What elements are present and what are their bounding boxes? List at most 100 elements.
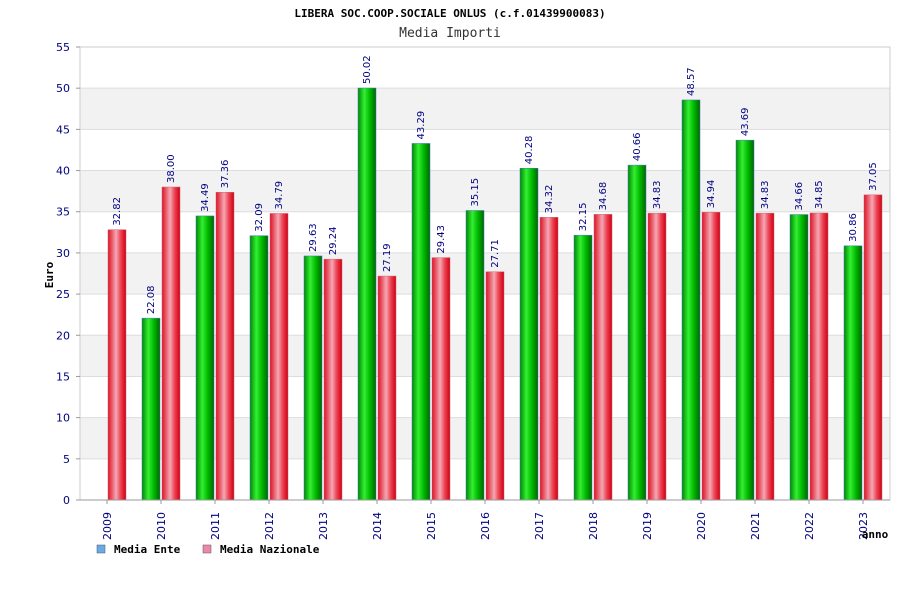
x-tick-label: 2014	[371, 512, 384, 540]
value-label: 37.05	[868, 162, 879, 191]
value-label: 34.68	[598, 182, 609, 211]
x-tick-label: 2018	[587, 512, 600, 540]
x-tick-label: 2021	[749, 512, 762, 540]
bar-media-nazionale-2013	[323, 258, 343, 501]
chart-title: LIBERA SOC.COOP.SOCIALE ONLUS (c.f.01439…	[294, 7, 605, 20]
grid-band	[80, 335, 890, 377]
x-tick-label: 2020	[695, 512, 708, 540]
value-label: 34.83	[760, 180, 771, 209]
bar-media-ente-2022	[789, 214, 809, 501]
grid-band	[80, 88, 890, 130]
legend-label: Media Ente	[114, 543, 181, 556]
bar-media-ente-2012	[249, 235, 269, 501]
grid-band	[80, 170, 890, 212]
bar-media-ente-2013	[303, 255, 323, 501]
chart-subtitle: Media Importi	[399, 26, 501, 41]
legend-item-media-ente: Media Ente	[96, 543, 181, 556]
value-label: 34.32	[544, 185, 555, 214]
value-label: 34.83	[652, 180, 663, 209]
legend-swatch	[202, 544, 212, 554]
bar-media-ente-2019	[627, 164, 647, 501]
value-label: 29.63	[308, 223, 319, 252]
bar-media-nazionale-2011	[215, 192, 235, 501]
bar-media-nazionale-2012	[269, 213, 289, 501]
y-tick-label: 25	[56, 288, 70, 301]
x-tick-label: 2016	[479, 512, 492, 540]
value-label: 27.19	[382, 243, 393, 272]
value-label: 27.71	[490, 239, 501, 268]
y-tick-label: 10	[56, 412, 70, 425]
value-label: 32.09	[254, 203, 265, 232]
x-tick-label: 2022	[803, 512, 816, 540]
bar-media-nazionale-2016	[485, 271, 505, 501]
bar-media-nazionale-2018	[593, 214, 613, 501]
legend-swatch	[96, 544, 106, 554]
value-label: 43.69	[740, 108, 751, 137]
bar-media-ente-2020	[681, 99, 701, 501]
y-tick-label: 30	[56, 247, 70, 260]
x-tick-label: 2009	[101, 512, 114, 540]
y-tick-label: 20	[56, 329, 70, 342]
plot-background	[80, 47, 890, 500]
y-tick-label: 40	[56, 165, 70, 178]
bar-media-ente-2014	[357, 87, 377, 501]
bar-media-ente-2021	[735, 139, 755, 501]
bar-media-ente-2010	[141, 317, 161, 501]
value-label: 22.08	[146, 286, 157, 315]
value-label: 43.29	[416, 111, 427, 140]
value-label: 35.15	[470, 178, 481, 207]
x-tick-label: 2019	[641, 512, 654, 540]
value-label: 48.57	[686, 67, 697, 96]
value-label: 29.24	[328, 227, 339, 256]
bar-media-ente-2011	[195, 215, 215, 501]
bar-media-nazionale-2020	[701, 211, 721, 501]
value-label: 32.82	[112, 197, 123, 226]
legend-item-media-nazionale: Media Nazionale	[202, 543, 320, 556]
y-axis-label: Euro	[43, 261, 56, 288]
x-tick-label: 2015	[425, 512, 438, 540]
x-axis: 2009 2010 2011 2012 2013 2014 2015 2016 2017 2018…	[101, 500, 870, 540]
y-tick-label: 5	[63, 453, 70, 466]
value-label: 40.66	[632, 132, 643, 161]
y-tick-label: 0	[63, 494, 70, 507]
legend: Media Ente Media Nazionale	[96, 543, 320, 556]
value-label: 38.00	[166, 154, 177, 183]
value-label: 37.36	[220, 160, 231, 189]
bars	[107, 87, 883, 501]
grid-band	[80, 252, 890, 295]
bar-media-nazionale-2015	[431, 257, 451, 501]
bar-media-nazionale-2010	[161, 186, 181, 501]
value-label: 40.28	[524, 136, 535, 165]
value-label: 30.86	[848, 213, 859, 242]
legend-label: Media Nazionale	[220, 543, 320, 556]
x-axis-label: anno	[862, 528, 889, 541]
bar-media-nazionale-2014	[377, 275, 397, 501]
bar-media-ente-2015	[411, 143, 431, 501]
x-tick-label: 2012	[263, 512, 276, 540]
x-tick-label: 2017	[533, 512, 546, 540]
bar-media-nazionale-2022	[809, 212, 829, 501]
value-label: 29.43	[436, 225, 447, 254]
x-tick-label: 2010	[155, 512, 168, 540]
y-tick-label: 50	[56, 82, 70, 95]
y-tick-label: 45	[56, 123, 70, 136]
bar-media-ente-2017	[519, 167, 539, 501]
bar-media-ente-2018	[573, 234, 593, 501]
value-label: 34.85	[814, 180, 825, 209]
bar-media-ente-2016	[465, 210, 485, 501]
value-label: 34.49	[200, 183, 211, 212]
bar-media-nazionale-2023	[863, 194, 883, 501]
bar-media-nazionale-2009	[107, 229, 127, 501]
bar-media-nazionale-2021	[755, 212, 775, 501]
value-label: 34.79	[274, 181, 285, 210]
y-axis: 0 5 10 15 20 25 30 35 40 45 50 55	[56, 41, 80, 507]
x-tick-label: 2013	[317, 512, 330, 540]
grid-band	[80, 417, 890, 459]
bar-media-nazionale-2017	[539, 217, 559, 501]
x-tick-label: 2011	[209, 512, 222, 540]
y-tick-label: 55	[56, 41, 70, 54]
value-labels: 32.82 22.08 38.00 34.49 37.36 32.09 34.79 29.63…	[112, 55, 879, 314]
bar-media-ente-2023	[843, 245, 863, 501]
value-label: 50.02	[362, 55, 373, 84]
